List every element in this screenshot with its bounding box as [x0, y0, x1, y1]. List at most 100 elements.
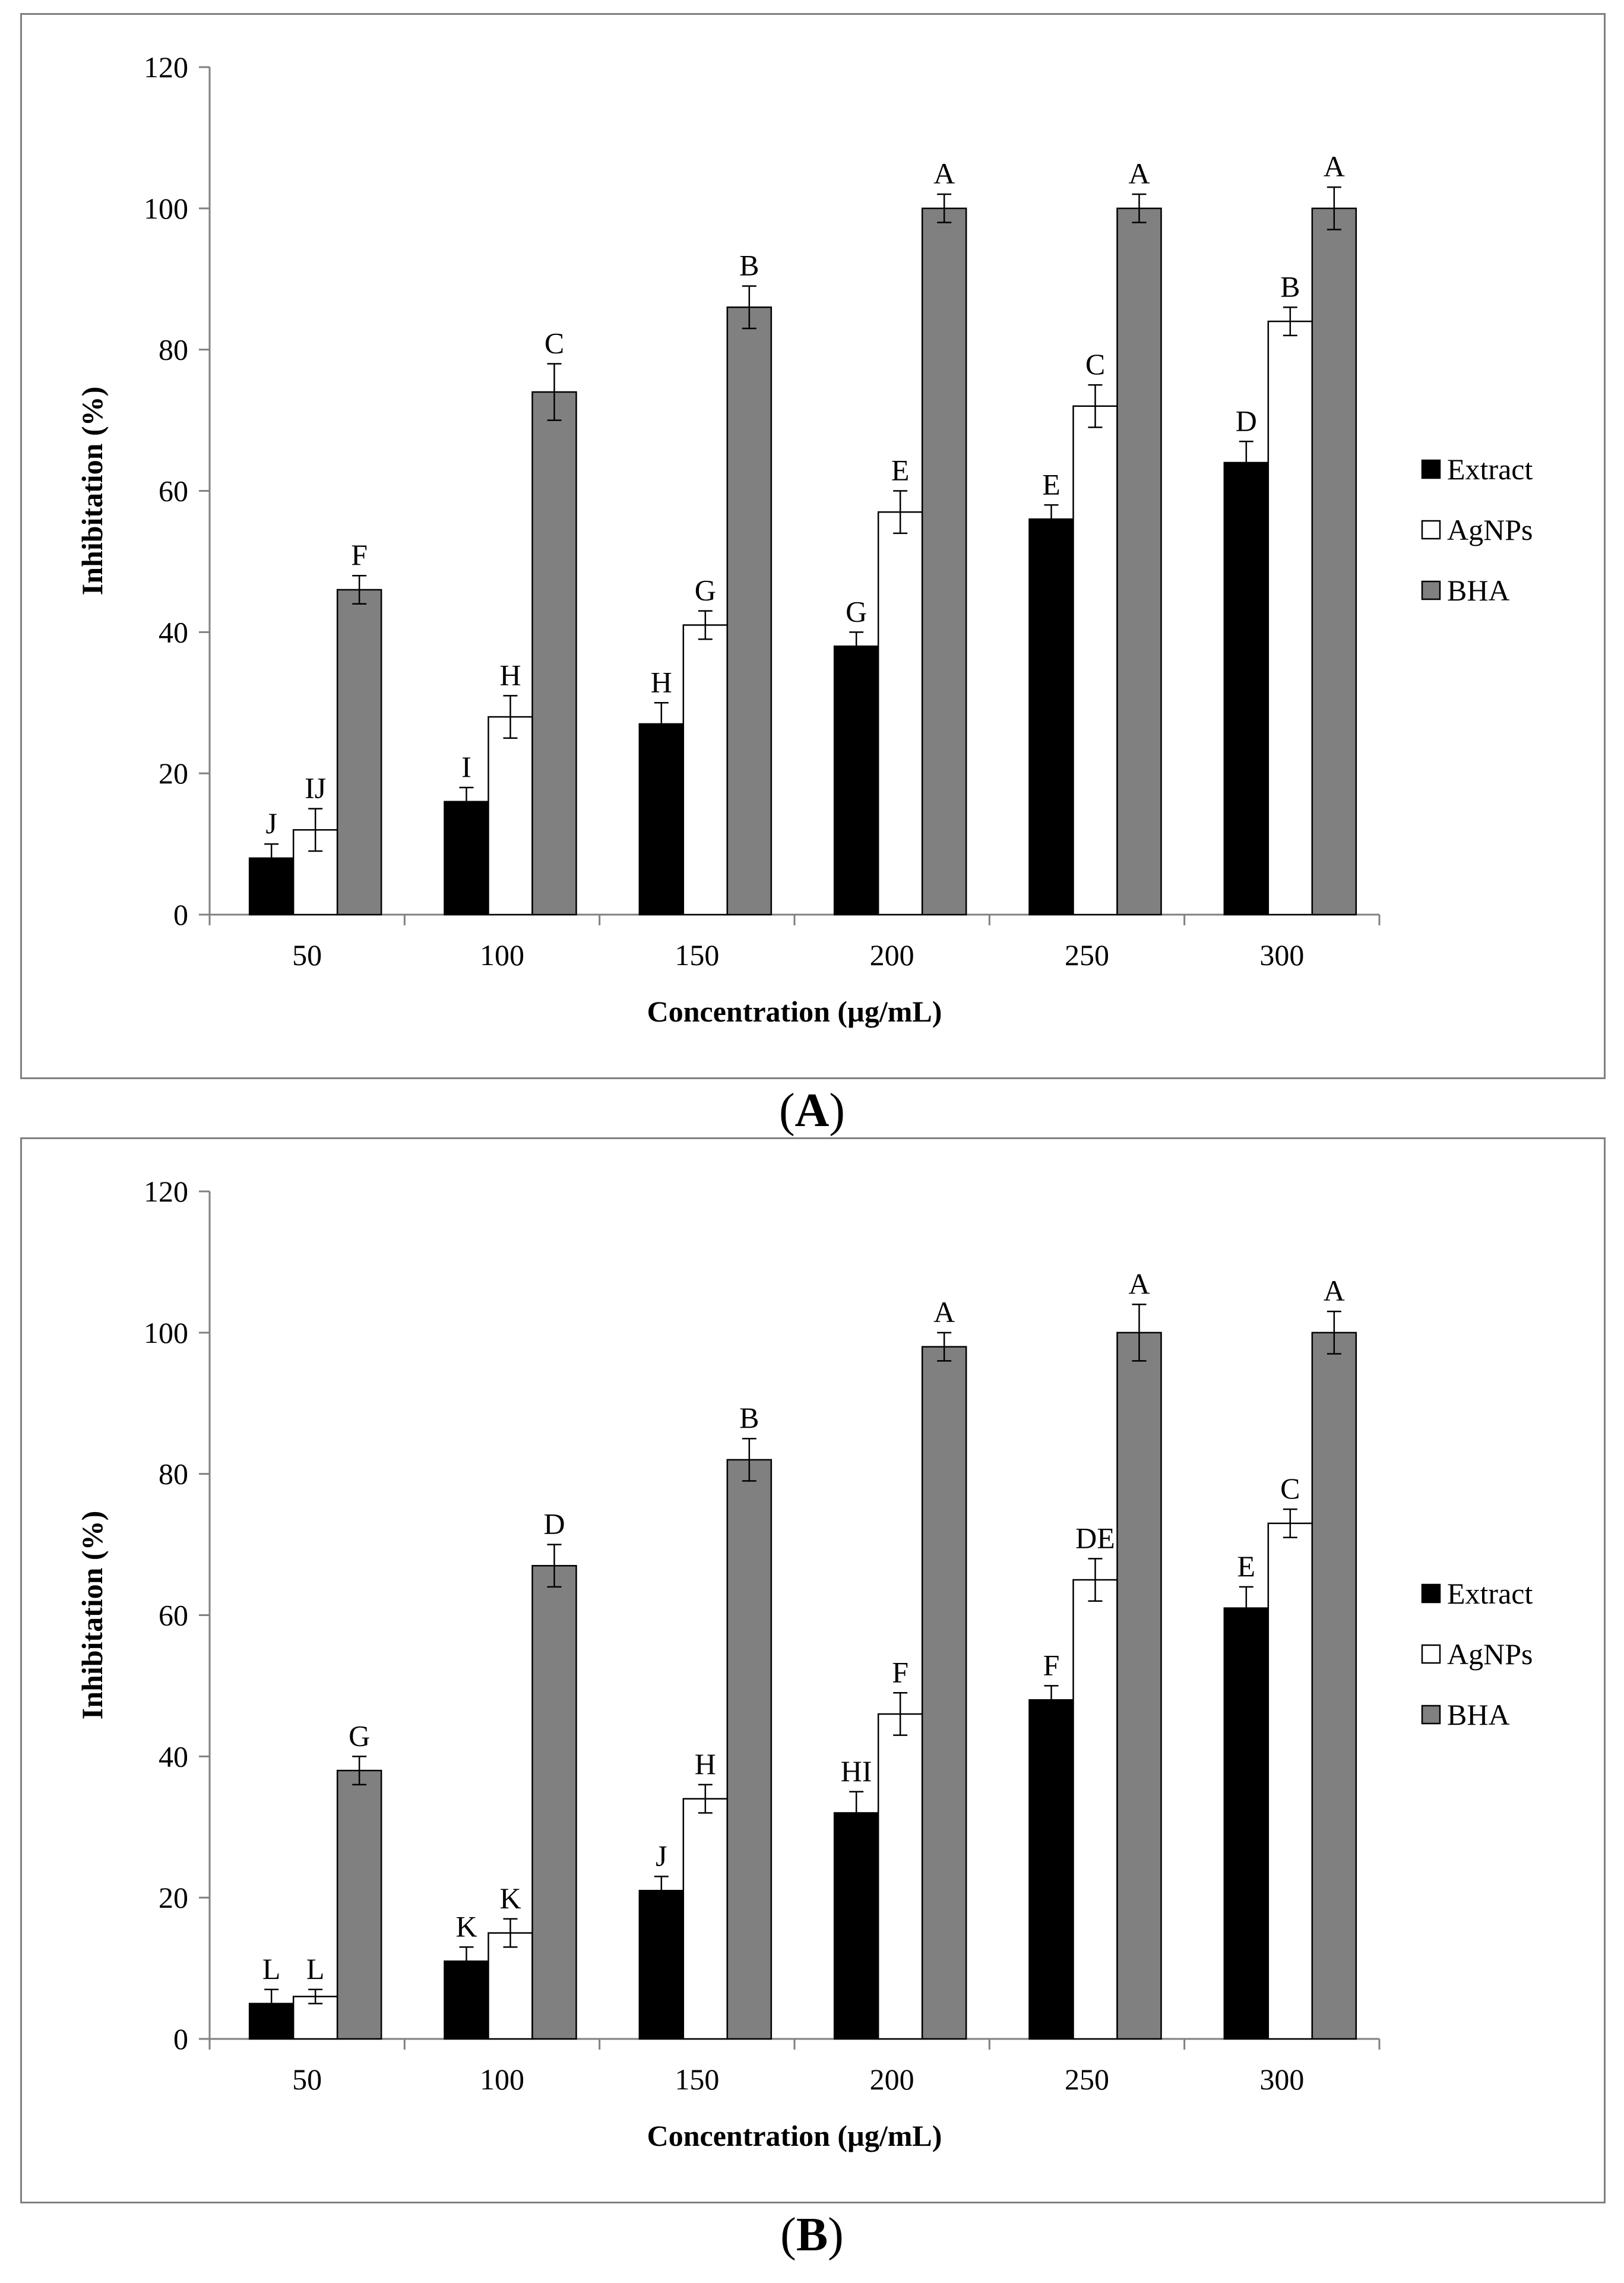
bar: [638, 1890, 685, 2040]
significance-letter: J: [265, 807, 277, 840]
bar: [833, 645, 879, 916]
significance-letter: B: [1280, 270, 1300, 303]
significance-letter: J: [656, 1839, 667, 1872]
x-tick-label: 250: [1065, 938, 1109, 972]
bar: [726, 306, 773, 916]
significance-letter: D: [543, 1507, 565, 1541]
significance-letter: G: [695, 574, 716, 607]
bar: [1028, 1699, 1074, 2040]
significance-letter: C: [1085, 347, 1105, 381]
bar: [1072, 1579, 1118, 2040]
y-axis-title: Inhibitation (%): [75, 1511, 109, 1719]
y-tick-label: 0: [173, 2022, 188, 2056]
significance-letter: H: [499, 658, 521, 691]
legend-label: AgNPs: [1447, 513, 1533, 546]
bar: [682, 1798, 729, 2040]
bar: [638, 723, 685, 916]
y-tick-label: 120: [144, 50, 188, 84]
bar: [877, 511, 923, 916]
bar: [921, 1346, 967, 2040]
bar: [921, 207, 967, 916]
legend-swatch: [1421, 580, 1441, 600]
significance-letter: I: [461, 750, 471, 783]
significance-letter: A: [1324, 150, 1345, 183]
panel-letter-b: B: [796, 2209, 828, 2261]
bar: [726, 1459, 773, 2040]
bar-chart-b: 0 20 40 60 80 100 120 50 100 150 200 250 300 L L G KK D J H…: [75, 1175, 1533, 2152]
significance-letter: K: [455, 1909, 477, 1943]
significance-letter: G: [846, 595, 867, 628]
panel-label-a: (A): [778, 1084, 846, 1137]
x-tick-label: 300: [1259, 2063, 1304, 2096]
bar: [487, 1932, 533, 2040]
y-tick-label: 100: [144, 192, 188, 225]
bar: [682, 624, 729, 916]
significance-letter: C: [545, 326, 564, 359]
x-tick-label: 200: [870, 938, 914, 972]
y-tick-label: 80: [159, 333, 188, 366]
x-tick-label: 250: [1065, 2063, 1109, 2096]
significance-letter: E: [1237, 1550, 1256, 1583]
legend-label: BHA: [1447, 1698, 1510, 1731]
bar: [877, 1713, 923, 2040]
significance-letter: A: [933, 157, 955, 190]
significance-letter: G: [349, 1719, 370, 1752]
bar: [248, 857, 295, 916]
legend-swatch: [1421, 520, 1441, 540]
significance-letter: A: [933, 1295, 955, 1329]
significance-letter: H: [651, 665, 672, 698]
significance-letter: B: [739, 249, 759, 282]
legend-swatch: [1421, 1705, 1441, 1725]
x-tick-label: 200: [870, 2063, 914, 2096]
significance-letter: B: [739, 1401, 759, 1434]
y-axis-title: Inhibitation (%): [75, 387, 109, 595]
y-tick-label: 0: [173, 898, 188, 931]
bar-chart-a: 0 20 40 60 80 100 120 50 100 150 200 250 300 J IJ F I H C H…: [75, 50, 1533, 1028]
bar: [531, 1565, 577, 2040]
significance-letter: C: [1280, 1472, 1300, 1505]
panel-label-b: (B): [780, 2209, 844, 2261]
x-tick-label: 300: [1259, 938, 1304, 972]
significance-letter: A: [1324, 1274, 1345, 1307]
bar: [336, 1769, 382, 2040]
bar: [833, 1812, 879, 2040]
y-tick-label: 80: [159, 1457, 188, 1491]
bar: [336, 589, 382, 916]
legend-label: AgNPs: [1447, 1637, 1533, 1671]
x-tick-label: 50: [292, 938, 322, 972]
bar: [1028, 518, 1074, 916]
legend-swatch: [1421, 459, 1441, 479]
significance-letter: D: [1236, 404, 1257, 437]
bar: [487, 716, 533, 916]
bar: [1311, 1332, 1357, 2040]
panel-letter-a: A: [794, 1084, 830, 1137]
significance-letter: A: [1128, 1267, 1150, 1300]
significance-letter: DE: [1075, 1521, 1115, 1554]
legend-swatch: [1421, 1583, 1441, 1604]
x-axis-title: Concentration (µg/mL): [647, 995, 942, 1028]
bar: [1223, 1607, 1270, 2040]
significance-letter: F: [1043, 1648, 1060, 1681]
y-tick-label: 20: [159, 757, 188, 790]
bar: [444, 801, 489, 916]
bar: [531, 391, 577, 916]
x-tick-label: 100: [480, 938, 524, 972]
bar: [1116, 1332, 1162, 2040]
significance-letter: E: [1042, 467, 1060, 501]
significance-letter: IJ: [305, 771, 326, 805]
legend-label: BHA: [1447, 574, 1510, 607]
bar: [1267, 1522, 1313, 2040]
significance-letter: L: [306, 1952, 325, 1985]
x-tick-label: 100: [480, 2063, 524, 2096]
significance-letter: HI: [841, 1754, 872, 1788]
legend-label: Extract: [1447, 453, 1533, 486]
y-tick-label: 60: [159, 475, 188, 508]
y-tick-label: 20: [159, 1881, 188, 1914]
bar: [1116, 207, 1162, 916]
x-tick-label: 150: [675, 2063, 719, 2096]
y-tick-label: 40: [159, 1740, 188, 1773]
y-tick-label: 100: [144, 1316, 188, 1349]
bar: [1311, 207, 1357, 916]
y-tick-label: 120: [144, 1175, 188, 1208]
significance-letter: F: [892, 1655, 908, 1688]
